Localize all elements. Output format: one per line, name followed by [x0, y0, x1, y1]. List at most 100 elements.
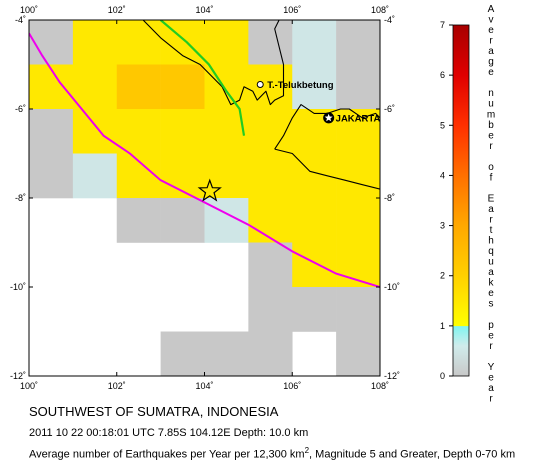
lon-label-bottom: 100˚	[20, 381, 38, 391]
colorbar-title-letter: A	[488, 4, 495, 15]
colorbar-tick-label: 6	[440, 70, 445, 80]
colorbar-title-letter: r	[489, 341, 493, 352]
seismicity-cell	[204, 331, 249, 376]
lat-label-left: -10˚	[10, 282, 26, 292]
lon-label-bottom: 104˚	[195, 381, 213, 391]
seismicity-cell	[248, 242, 293, 288]
lat-label-right: -4˚	[384, 15, 395, 25]
seismicity-cell	[248, 331, 293, 376]
colorbar-title-letter: a	[488, 383, 494, 394]
lat-label-left: -8˚	[15, 193, 26, 203]
seismicity-cell	[72, 64, 118, 110]
seismicity-cell	[248, 198, 293, 243]
seismicity-cell	[248, 153, 293, 199]
colorbar-title-letter: p	[488, 320, 494, 331]
seismicity-cell	[336, 109, 380, 154]
epicenter-star-icon	[197, 178, 222, 202]
seismicity-cell	[204, 109, 249, 154]
seismicity-grid	[29, 20, 380, 376]
seismicity-cell	[336, 64, 380, 110]
colorbar-tick-label: 4	[440, 170, 445, 180]
lon-label-top: 106˚	[283, 5, 301, 15]
colorbar-title-letter: e	[488, 372, 494, 383]
seismicity-cell	[160, 198, 205, 243]
seismicity-cell	[116, 20, 161, 65]
lat-label-right: -6˚	[384, 104, 395, 114]
lon-label-top: 108˚	[371, 5, 389, 15]
colorbar-tick-label: 5	[440, 120, 445, 130]
capital-star-icon	[324, 113, 333, 122]
colorbar-title-letter: r	[489, 141, 493, 152]
seismicity-cell	[336, 331, 380, 376]
seismicity-cell	[204, 64, 249, 110]
colorbar-title-letter: m	[487, 109, 495, 120]
event-details: 2011 10 22 00:18:01 UTC 7.85S 104.12E De…	[29, 427, 309, 439]
colorbar-title-letter: e	[488, 130, 494, 141]
colorbar-title-letter: r	[489, 215, 493, 226]
lon-label-bottom: 102˚	[108, 381, 126, 391]
seismicity-cell	[72, 109, 118, 154]
subtitle-suffix: , Magnitude 5 and Greater, Depth 0-70 km	[309, 448, 516, 461]
coastline	[274, 148, 380, 190]
colorbar-title-letter: r	[489, 36, 493, 47]
seismicity-cell	[292, 20, 337, 65]
lat-label-right: -8˚	[384, 193, 395, 203]
seismicity-cell	[336, 198, 380, 243]
colorbar-tick-label: 1	[440, 321, 445, 331]
colorbar-title-letter: a	[488, 267, 494, 278]
colorbar-title-letter: Y	[488, 362, 495, 373]
colorbar-title-letter: s	[489, 299, 494, 310]
colorbar-title-letter: n	[488, 88, 494, 99]
colorbar-title-letter: b	[488, 120, 494, 131]
colorbar: 01234567AveragenumberofEarthquakesperYea…	[440, 4, 495, 404]
seismicity-cell	[292, 242, 337, 288]
colorbar-title-letter: k	[489, 278, 495, 289]
colorbar-title-letter: e	[488, 25, 494, 36]
colorbar-title-letter: E	[488, 193, 495, 204]
seismicity-cell	[336, 20, 380, 65]
seismicity-cell	[160, 331, 205, 376]
lon-label-top: 100˚	[20, 5, 38, 15]
colorbar-tick-label: 0	[440, 371, 445, 381]
colorbar-title-letter: v	[489, 15, 494, 26]
fault-line	[159, 20, 246, 136]
seismicity-cell	[29, 109, 74, 154]
colorbar-title-letter: a	[488, 46, 494, 57]
lat-label-right: -12˚	[384, 371, 400, 381]
colorbar-title-letter: e	[488, 67, 494, 78]
seismicity-cell	[248, 20, 293, 65]
seismicity-cell	[292, 287, 337, 332]
colorbar-title-letter: t	[490, 225, 493, 236]
seismicity-cell	[204, 153, 249, 199]
subtitle-superscript: 2	[304, 446, 310, 455]
colorbar-title-letter: u	[488, 257, 494, 268]
colorbar-tick-label: 3	[440, 221, 445, 231]
seismicity-cell	[116, 109, 161, 154]
subtitle-text: Average number of Earthquakes per Year p…	[29, 448, 305, 461]
lat-label-left: -6˚	[15, 104, 26, 114]
subduction-trench-line	[29, 32, 380, 288]
lat-label-left: -12˚	[10, 371, 26, 381]
colorbar-title-letter: a	[488, 204, 494, 215]
lon-label-bottom: 106˚	[283, 381, 301, 391]
colorbar-title-letter: f	[490, 172, 493, 183]
lon-label-top: 104˚	[195, 5, 213, 15]
seismicity-cell	[29, 153, 74, 199]
lat-label-right: -10˚	[384, 282, 400, 292]
lon-label-bottom: 108˚	[371, 381, 389, 391]
seismicity-cell	[160, 109, 205, 154]
colorbar-title-letter: q	[488, 246, 494, 257]
seismicity-cell	[336, 153, 380, 199]
map-area: T.-Telukbetung JAKARTA	[28, 19, 381, 377]
seismicity-cell	[29, 20, 74, 65]
seismicity-cell	[29, 64, 74, 110]
seismicity-cell	[292, 64, 337, 110]
seismicity-cell	[248, 287, 293, 332]
colorbar-title-letter: e	[488, 330, 494, 341]
seismicity-cell	[116, 64, 161, 110]
place-label: T.-Telukbetung	[267, 80, 334, 91]
lat-label-left: -4˚	[15, 15, 26, 25]
city-marker-icon	[256, 81, 264, 89]
map-title: SOUTHWEST OF SUMATRA, INDONESIA	[29, 404, 279, 419]
colorbar-scale	[452, 24, 470, 377]
